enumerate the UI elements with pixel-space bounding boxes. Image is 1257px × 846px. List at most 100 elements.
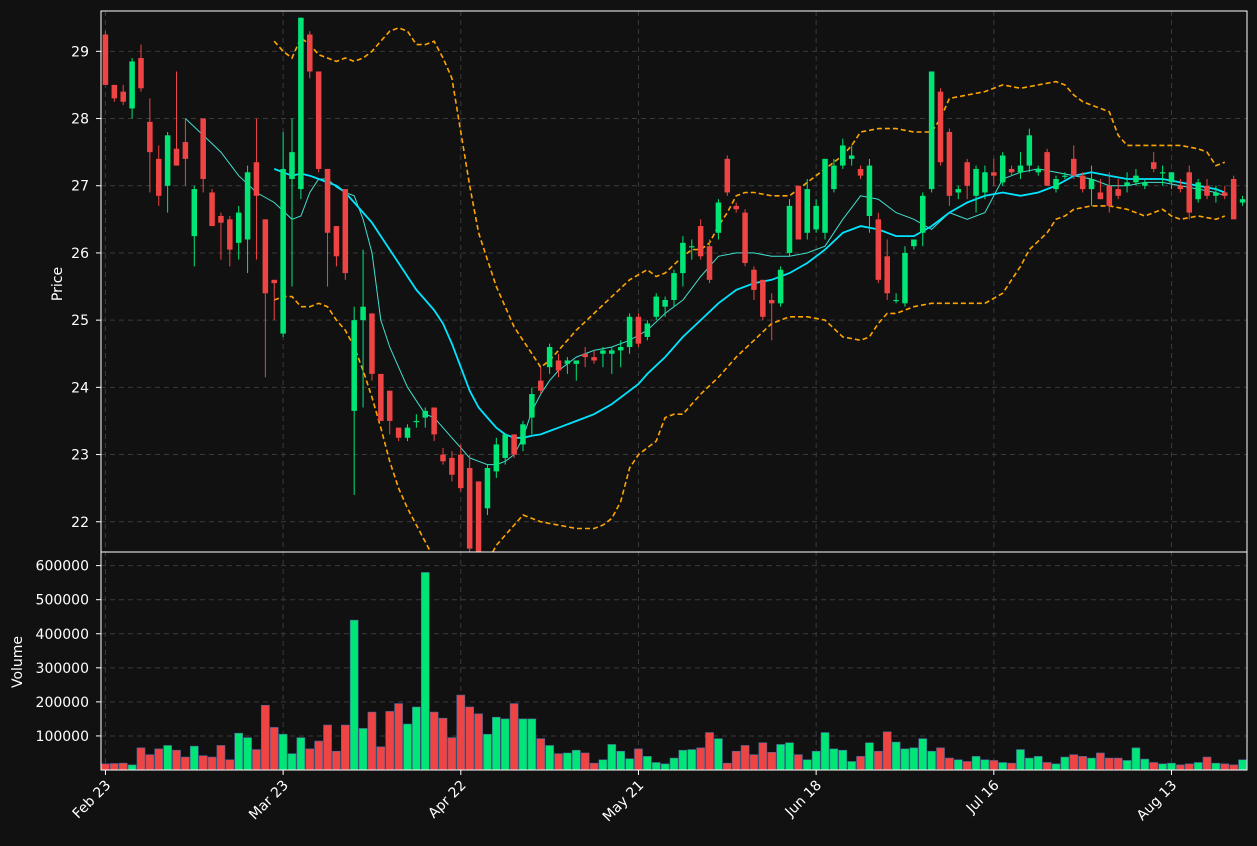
volume-bar — [580, 752, 590, 770]
price-tick-label: 22 — [71, 515, 89, 531]
candle-body — [831, 165, 837, 190]
volume-bar — [447, 737, 457, 770]
candle-body — [253, 162, 260, 196]
volume-bar — [261, 704, 270, 770]
candle-body — [644, 323, 651, 337]
volume-bar — [296, 737, 306, 770]
volume-bar — [1060, 756, 1070, 770]
volume-bar — [820, 732, 830, 770]
candle-body — [546, 347, 553, 368]
volume-bar — [1033, 756, 1043, 770]
volume-bar — [678, 749, 688, 770]
volume-bar — [1149, 762, 1159, 770]
price-tick-label: 24 — [71, 380, 89, 396]
volume-bar — [589, 762, 599, 770]
volume-bar — [198, 755, 208, 770]
candle-body — [1071, 158, 1077, 176]
volume-bar — [856, 756, 865, 770]
sma-slow-line — [273, 168, 1226, 439]
x-tick-label: Jul 16 — [963, 777, 1003, 817]
volume-bar — [989, 760, 999, 770]
volume-bar — [767, 751, 777, 770]
grid-lines — [101, 11, 1247, 770]
volume-bar — [500, 718, 510, 770]
candle-body — [138, 58, 144, 89]
volume-bar — [518, 718, 528, 770]
price-candles — [102, 17, 1246, 552]
volume-bar — [429, 711, 439, 770]
candle-body — [1062, 175, 1068, 177]
candle-body — [1124, 182, 1130, 186]
candle-body — [369, 313, 375, 374]
candle-body — [1222, 192, 1228, 196]
volume-bar — [394, 703, 403, 770]
volume-bar — [1184, 763, 1194, 770]
volume-bar — [358, 728, 368, 770]
volume-bar — [723, 762, 732, 770]
candle-body — [609, 350, 615, 354]
candle-body — [680, 242, 686, 274]
candle-body — [129, 61, 135, 109]
candle-body — [209, 192, 215, 227]
candle-body — [1035, 168, 1041, 173]
volume-bars — [101, 572, 1247, 770]
price-tick-label: 23 — [71, 448, 89, 464]
candle-body — [919, 195, 926, 233]
candle-body — [342, 189, 349, 274]
candle-body — [147, 121, 153, 153]
candle-body — [1204, 185, 1210, 196]
volume-bar — [1229, 764, 1238, 770]
candle-body — [1008, 168, 1015, 173]
candle-body — [884, 256, 890, 294]
volume-bar — [225, 759, 235, 770]
volume-bar — [1016, 749, 1025, 770]
price-axis-label: Price — [50, 267, 66, 301]
candle-body — [1186, 172, 1193, 213]
volume-bar — [1105, 757, 1114, 770]
candle-body — [164, 135, 171, 186]
candle-body — [582, 353, 588, 358]
candle-body — [964, 162, 970, 186]
volume-bar — [811, 750, 821, 770]
volume-bar — [1131, 747, 1141, 770]
volume-bar — [1193, 762, 1203, 770]
candle-body — [848, 155, 855, 159]
volume-bar — [376, 746, 386, 770]
candle-body — [804, 189, 811, 233]
volume-bar — [1176, 764, 1185, 770]
candle-body — [662, 299, 668, 307]
volume-bar — [136, 747, 146, 770]
volume-bar — [660, 763, 670, 770]
volume-tick-label: 300000 — [36, 661, 89, 677]
candle-body — [1053, 179, 1059, 190]
volume-bar — [189, 745, 199, 770]
candle-body — [1177, 185, 1184, 190]
candle-body — [422, 410, 429, 418]
volume-bar — [349, 619, 359, 770]
candle-body — [724, 158, 731, 193]
candle-body — [653, 296, 659, 317]
candle-body — [1168, 172, 1175, 183]
candle-body — [999, 155, 1006, 183]
candle-body — [440, 454, 446, 462]
x-tick-label: Apr 22 — [425, 778, 469, 822]
candle-body — [1097, 192, 1104, 200]
candle-body — [191, 189, 198, 237]
volume-bar — [847, 761, 856, 770]
volume-bar — [643, 756, 652, 770]
volume-bar — [1167, 762, 1176, 770]
candle-body — [840, 145, 846, 166]
candle-body — [946, 131, 953, 196]
volume-bar — [314, 740, 323, 770]
candle-body — [155, 158, 162, 196]
candle-body — [555, 360, 562, 371]
candle-body — [262, 219, 269, 294]
candle-body — [102, 34, 109, 85]
candle-body — [271, 279, 277, 284]
candle-body — [813, 205, 819, 230]
candle-body — [733, 205, 739, 210]
candle-body — [1079, 175, 1086, 190]
candle-body — [893, 299, 899, 302]
volume-bar — [1158, 763, 1167, 770]
